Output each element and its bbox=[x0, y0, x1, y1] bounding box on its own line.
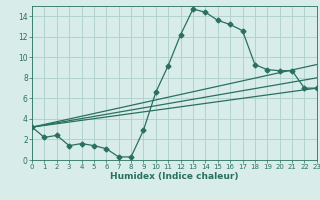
X-axis label: Humidex (Indice chaleur): Humidex (Indice chaleur) bbox=[110, 172, 239, 181]
